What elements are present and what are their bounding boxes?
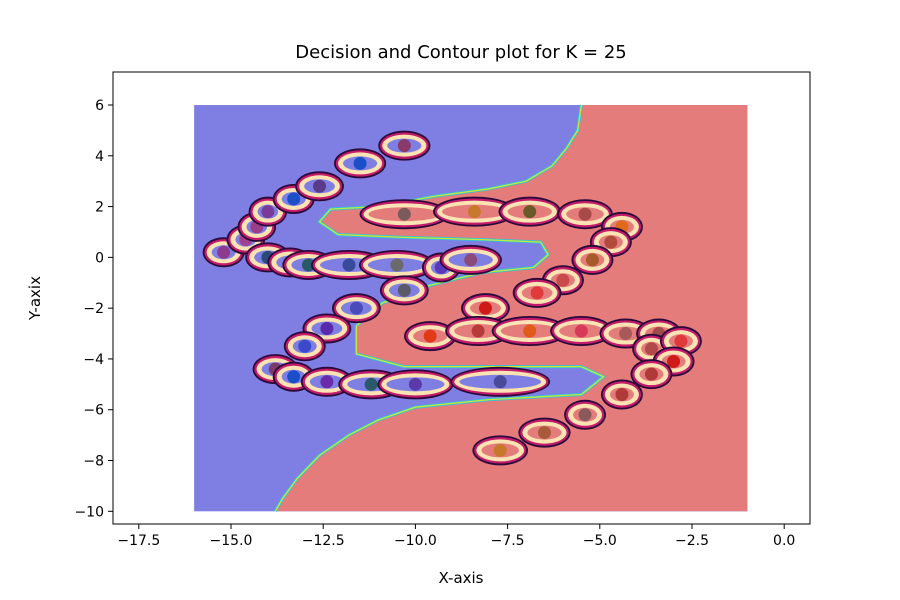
data-point-blue [342, 258, 356, 272]
x-tick-label: −10.0 [394, 533, 437, 549]
y-tick-label: 6 [95, 98, 104, 114]
contour-blue-12 [358, 249, 435, 280]
data-point-red [478, 301, 492, 315]
contour-red-3 [557, 199, 613, 230]
data-point-blue [320, 375, 334, 389]
contour-blue-24 [450, 366, 551, 397]
data-point-red [574, 324, 588, 338]
contour-red-6 [571, 244, 614, 275]
x-tick-label: −7.5 [491, 533, 525, 549]
data-point-red [578, 408, 592, 422]
data-point-blue [320, 321, 334, 335]
data-point-blue [301, 258, 315, 272]
contour-blue-0 [202, 237, 245, 268]
contour-blue-14 [439, 244, 502, 275]
data-point-blue [353, 156, 367, 170]
contour-blue-15 [379, 275, 429, 306]
x-tick-label: −2.5 [675, 533, 709, 549]
chart-title: Decision and Contour plot for K = 25 [295, 42, 626, 63]
contour-blue-7 [378, 130, 431, 161]
decision-boundary [274, 104, 605, 512]
contour-blue-16 [331, 293, 381, 324]
data-point-blue [349, 301, 363, 315]
data-point-red [604, 235, 618, 249]
data-point-blue [390, 258, 404, 272]
data-point-red [556, 273, 570, 287]
y-axis: −10 −8 −6 −4 −2 0 2 4 6 [74, 98, 113, 520]
contour-red-0 [359, 199, 450, 230]
contour-blue-18 [283, 331, 326, 362]
y-tick-label: −2 [83, 301, 104, 317]
data-point-blue [298, 339, 312, 353]
data-point-blue [408, 377, 422, 391]
contour-red-1 [433, 196, 516, 227]
x-tick-label: −17.5 [117, 533, 160, 549]
contour-red-8 [512, 277, 562, 308]
data-point-red [467, 205, 481, 219]
y-tick-label: 2 [95, 200, 104, 216]
data-point-blue [217, 245, 231, 259]
y-tick-label: −10 [74, 504, 104, 520]
y-tick-label: 0 [95, 250, 104, 266]
x-axis-label: X-axis [439, 569, 484, 587]
y-tick-label: −4 [83, 352, 104, 368]
data-point-red [644, 342, 658, 356]
contour-red-2 [498, 196, 561, 227]
data-point-red [667, 354, 681, 368]
contour-red-10 [404, 321, 457, 352]
data-point-red [423, 329, 437, 343]
contour-red-23 [472, 435, 529, 466]
data-point-blue [313, 179, 327, 193]
data-point-blue [287, 192, 301, 206]
data-point-blue [397, 139, 411, 153]
contour-blue-21 [300, 366, 353, 397]
data-point-blue [493, 375, 507, 389]
x-tick-label: −5.0 [583, 533, 617, 549]
data-point-red [615, 387, 629, 401]
data-point-blue [261, 205, 275, 219]
contour-red-20 [600, 379, 643, 410]
x-axis: −17.5 −15.0 −12.5 −10.0 −7.5 −5.0 −2.5 0.0 [117, 524, 795, 549]
contour-red-13 [550, 316, 613, 347]
data-point-blue [287, 370, 301, 384]
plot-frame [112, 71, 811, 525]
contour-ellipses [202, 130, 702, 466]
contour-red-21 [564, 399, 607, 430]
data-point-red [397, 207, 411, 221]
contour-blue-6 [333, 148, 387, 179]
contour-red-9 [461, 293, 510, 324]
data-point-red [578, 207, 592, 221]
x-tick-label: −12.5 [302, 533, 345, 549]
data-point-red [585, 253, 599, 267]
contour-red-11 [445, 316, 511, 347]
y-tick-label: −6 [83, 403, 104, 419]
data-point-red [537, 426, 551, 440]
data-point-red [523, 324, 537, 338]
data-point-blue [464, 253, 478, 267]
contour-red-19 [630, 359, 673, 390]
contour-blue-5 [295, 171, 344, 202]
data-point-red [523, 205, 537, 219]
data-point-red [674, 334, 688, 348]
data-point-red [471, 324, 485, 338]
x-tick-label: −15.0 [210, 533, 253, 549]
y-axis-label: Y-axix [26, 276, 44, 321]
data-point-red [530, 286, 544, 300]
x-tick-label: 0.0 [773, 533, 795, 549]
data-point-blue [364, 377, 378, 391]
contour-red-22 [518, 417, 571, 448]
data-point-red [644, 367, 658, 381]
data-point-red [493, 443, 507, 457]
contour-red-12 [491, 316, 568, 347]
data-point-red [619, 327, 633, 341]
y-tick-label: −8 [83, 454, 104, 470]
y-tick-label: 4 [95, 149, 104, 165]
data-point-blue [397, 283, 411, 297]
contour-blue-23 [377, 369, 454, 400]
